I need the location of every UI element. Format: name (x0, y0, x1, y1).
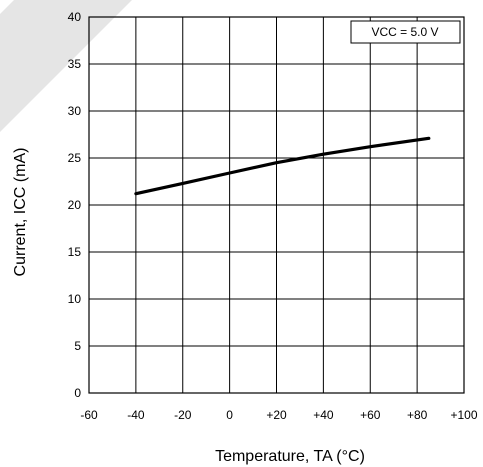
y-tick-label: 25 (68, 151, 82, 165)
x-tick-label: +80 (407, 408, 428, 422)
x-tick-label: +20 (266, 408, 287, 422)
grid (89, 17, 464, 393)
y-tick-label: 40 (68, 10, 82, 24)
watermark-stripe (0, 0, 132, 132)
y-ticks: 0 5 10 15 20 25 30 35 40 (68, 10, 82, 400)
y-tick-label: 20 (68, 198, 82, 212)
x-axis-label: Temperature, TA (°C) (215, 448, 365, 465)
x-tick-label: -40 (127, 408, 145, 422)
x-tick-label: +40 (313, 408, 334, 422)
y-axis-label: Current, ICC (mA) (12, 148, 29, 277)
x-tick-label: -20 (174, 408, 192, 422)
y-tick-label: 15 (68, 245, 82, 259)
x-tick-label: 0 (226, 408, 233, 422)
x-tick-label: +100 (450, 408, 477, 422)
x-tick-label: -60 (80, 408, 98, 422)
y-tick-label: 10 (68, 292, 82, 306)
x-ticks: -60 -40 -20 0 +20 +40 +60 +80 +100 (80, 408, 478, 422)
y-tick-label: 30 (68, 104, 82, 118)
annotation-label: VCC = 5.0 V (371, 25, 438, 39)
x-tick-label: +60 (360, 408, 381, 422)
y-tick-label: 5 (74, 339, 81, 353)
series-line (136, 138, 429, 193)
y-tick-label: 35 (68, 57, 82, 71)
y-tick-label: 0 (74, 386, 81, 400)
